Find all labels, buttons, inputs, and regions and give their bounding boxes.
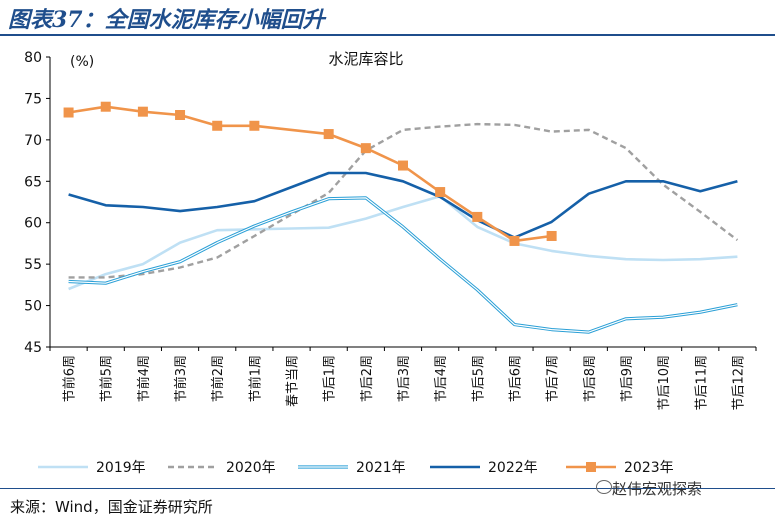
legend: 2019年 2020年 2021年 2022年 2023年	[38, 460, 674, 476]
y-tick-label: 75	[24, 91, 42, 107]
x-tick-label: 节后3周	[397, 355, 412, 402]
x-tick-label: 节后9周	[620, 355, 635, 402]
x-tick-label: 节后1周	[323, 355, 338, 402]
data-point	[137, 106, 148, 117]
plot-frame	[49, 57, 756, 348]
legend-label: 2022年	[488, 460, 538, 476]
legend-item-2020年: 2020年	[168, 460, 276, 476]
x-axis: 节前6周 节前5周 节前4周 节前3周 节前2周 节前1周 春节当周 节后1周 节后2周 节后3周…	[49, 347, 757, 411]
series-layer	[63, 101, 739, 334]
series-2021年	[68, 196, 738, 334]
legend-item-2019年: 2019年	[38, 460, 146, 476]
data-point	[435, 187, 446, 198]
x-tick-label: 节前4周	[136, 355, 152, 402]
y-tick-label: 45	[24, 340, 42, 356]
series-line	[68, 122, 739, 279]
x-tick-label: 节后8周	[583, 355, 598, 402]
figure-title: 图表37：全国水泥库存小幅回升	[8, 7, 325, 33]
footer-divider	[0, 488, 775, 489]
legend-label: 2020年	[226, 460, 276, 476]
series-line-inner	[68, 197, 738, 333]
x-tick-label: 节前5周	[99, 355, 115, 402]
series-line	[68, 171, 738, 239]
x-tick-label: 节后12周	[731, 355, 746, 411]
x-tick-label: 节前3周	[173, 355, 189, 402]
x-tick-label: 节后2周	[360, 355, 375, 402]
data-point	[546, 230, 557, 241]
y-axis-label: (%)	[70, 54, 94, 70]
series-2022年	[68, 171, 738, 239]
data-point	[175, 110, 186, 120]
x-tick-label: 节后11周	[694, 355, 709, 411]
legend-item-2023年: 2023年	[566, 460, 674, 476]
series-2020年	[68, 122, 739, 279]
y-tick-label: 60	[24, 216, 42, 232]
data-point	[398, 160, 408, 171]
data-point	[323, 129, 334, 140]
data-point	[360, 143, 371, 154]
series-2019年	[68, 194, 738, 291]
y-axis: 45 50 55 60 65 70 75 80	[24, 50, 50, 356]
series-2023年	[63, 101, 557, 246]
x-tick-label: 节后10周	[657, 355, 672, 411]
y-tick-label: 55	[24, 257, 42, 273]
legend-label: 2023年	[624, 460, 674, 476]
x-tick-label: 节后6周	[508, 355, 523, 402]
data-point	[100, 101, 111, 112]
x-tick-label: 节前6周	[62, 355, 78, 402]
y-tick-label: 70	[24, 133, 42, 149]
legend-label: 2019年	[96, 460, 146, 476]
x-tick-label: 节前1周	[247, 355, 263, 402]
title-divider	[0, 34, 775, 36]
legend-item-2022年: 2022年	[430, 460, 538, 476]
data-point	[509, 235, 520, 246]
legend-marker	[586, 462, 596, 472]
source-note: 来源：Wind，国金证券研究所	[10, 498, 213, 516]
legend-label: 2021年	[356, 460, 406, 476]
data-point	[472, 211, 483, 222]
data-point	[212, 120, 223, 131]
y-tick-label: 65	[24, 174, 42, 190]
data-point	[63, 107, 74, 118]
x-tick-label: 节后7周	[546, 355, 561, 402]
series-line	[68, 194, 738, 291]
y-tick-label: 80	[24, 50, 42, 66]
y-tick-label: 50	[24, 299, 42, 315]
x-tick-label: 节后4周	[434, 355, 449, 402]
x-tick-label: 节后5周	[471, 355, 486, 402]
watermark-text: 赵伟宏观探索	[612, 480, 703, 498]
legend-item-2021年: 2021年	[298, 460, 406, 476]
chart-title: 水泥库容比	[328, 50, 403, 68]
x-tick-label: 春节当周	[286, 355, 301, 407]
x-tick-label: 节前2周	[210, 355, 226, 402]
data-point	[249, 120, 260, 131]
chart-area: 45 50 55 60 65 70 75 80 节前6周 节前5周 节前4周 节前3周 节前2周 节前1…	[24, 50, 757, 476]
wechat-icon	[596, 480, 612, 494]
